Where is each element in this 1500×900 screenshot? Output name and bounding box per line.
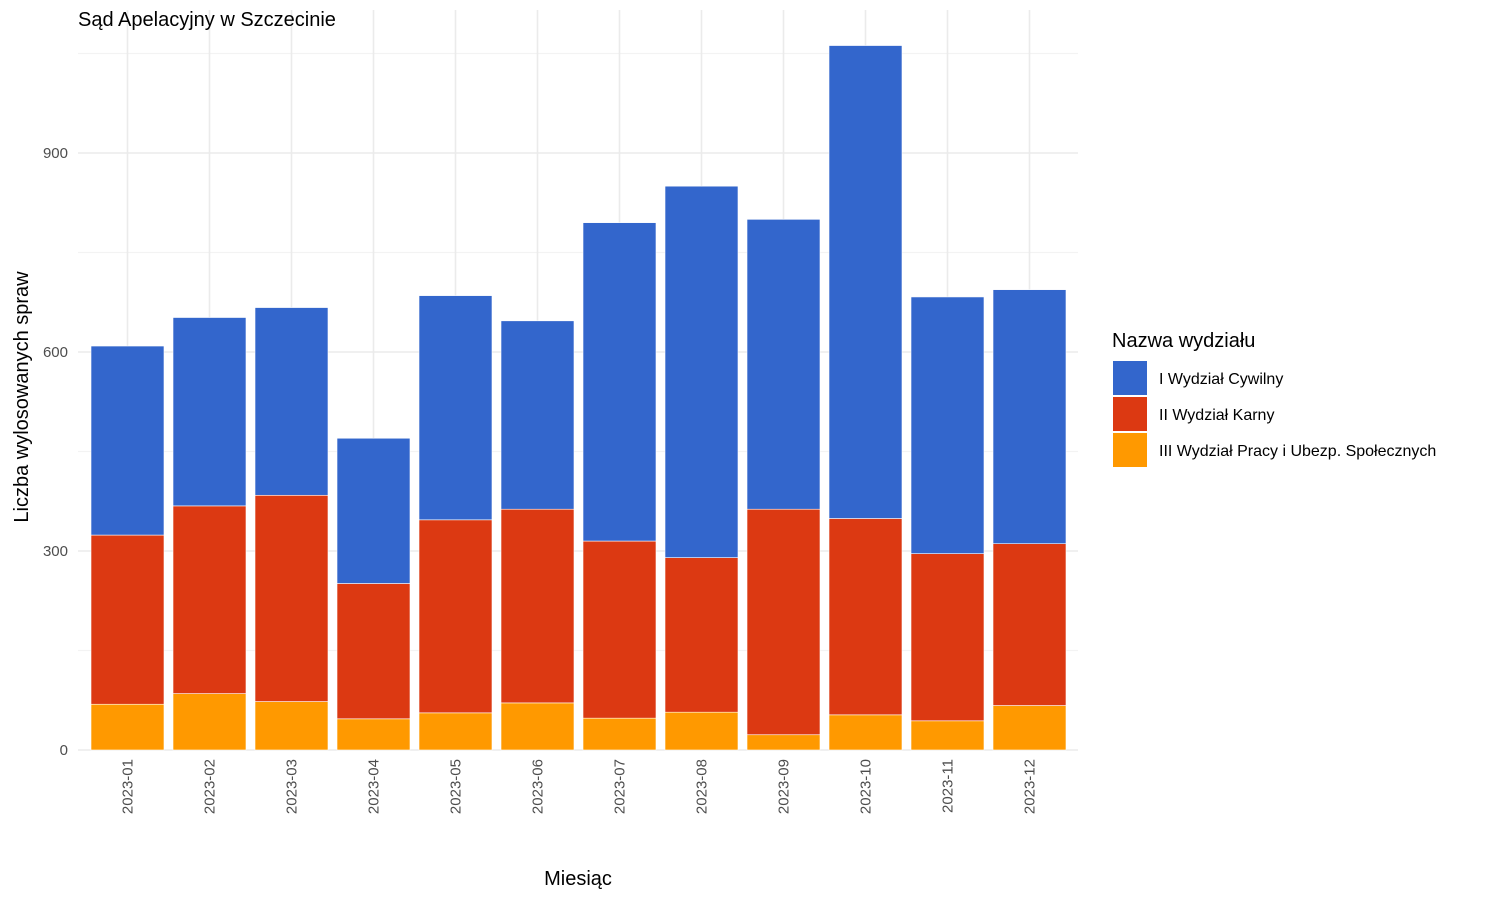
x-tick-label: 2023-08 bbox=[694, 759, 711, 814]
x-tick-label: 2023-06 bbox=[530, 759, 547, 814]
bar-segment: 2023-04 – II Wydział Karny: 204 bbox=[336, 583, 411, 720]
bar-segment: 2023-09 – II Wydział Karny: 340 bbox=[746, 508, 821, 736]
x-tick-label: 2023-03 bbox=[284, 759, 301, 814]
legend-swatch bbox=[1113, 397, 1147, 431]
bar-segment: 2023-05 – II Wydział Karny: 291 bbox=[418, 519, 493, 714]
bar-segment: 2023-11 – II Wydział Karny: 252 bbox=[910, 553, 985, 722]
legend-title: Nazwa wydziału bbox=[1112, 330, 1255, 352]
legend-swatch bbox=[1113, 433, 1147, 467]
bar-segment: 2023-11 – III Wydział Pracy i Ubezp. Spo… bbox=[910, 720, 985, 751]
legend-label: II Wydział Karny bbox=[1159, 407, 1274, 424]
bars: 2023-01 – III Wydział Pracy i Ubezp. Spo… bbox=[90, 45, 1067, 751]
bar-segment: 2023-08 – I Wydział Cywilny: 560 bbox=[664, 185, 739, 558]
bar-segment: 2023-01 – I Wydział Cywilny: 285 bbox=[90, 345, 165, 536]
x-axis-ticks: 2023-01 2023-02 2023-03 2023-04 2023-05 2023-… bbox=[120, 759, 1039, 814]
y-tick-label: 300 bbox=[43, 543, 68, 560]
y-tick-label: 900 bbox=[43, 145, 68, 162]
legend-label: III Wydział Pracy i Ubezp. Społecznych bbox=[1159, 443, 1436, 460]
legend-swatch bbox=[1113, 361, 1147, 395]
bar-segment: 2023-05 – I Wydział Cywilny: 338 bbox=[418, 295, 493, 521]
bar-segment: 2023-04 – I Wydział Cywilny: 219 bbox=[336, 437, 411, 584]
y-axis-title: Liczba wylosowanych spraw bbox=[11, 271, 33, 523]
x-tick-label: 2023-12 bbox=[1022, 759, 1039, 814]
x-tick-label: 2023-04 bbox=[366, 759, 383, 814]
x-tick-label: 2023-09 bbox=[776, 759, 793, 814]
bar-segment: 2023-06 – I Wydział Cywilny: 284 bbox=[500, 320, 575, 510]
bar-segment: 2023-07 – I Wydział Cywilny: 480 bbox=[582, 222, 657, 542]
bar-segment: 2023-06 – III Wydział Pracy i Ubezp. Spo… bbox=[500, 702, 575, 751]
bar-segment: 2023-08 – III Wydział Pracy i Ubezp. Spo… bbox=[664, 711, 739, 751]
bar-segment: 2023-12 – II Wydział Karny: 244 bbox=[992, 543, 1067, 706]
bar-segment: 2023-07 – II Wydział Karny: 267 bbox=[582, 540, 657, 719]
bar-segment: 2023-08 – II Wydział Karny: 233 bbox=[664, 557, 739, 713]
bar-segment: 2023-06 – II Wydział Karny: 292 bbox=[500, 508, 575, 704]
x-tick-label: 2023-07 bbox=[612, 759, 629, 814]
legend: Nazwa wydziału I Wydział Cywilny II Wydzi… bbox=[1112, 330, 1436, 467]
bar-segment: 2023-02 – II Wydział Karny: 283 bbox=[172, 505, 247, 694]
x-tick-label: 2023-02 bbox=[202, 759, 219, 814]
bar-segment: 2023-09 – I Wydział Cywilny: 437 bbox=[746, 219, 821, 510]
bar-segment: 2023-05 – III Wydział Pracy i Ubezp. Spo… bbox=[418, 712, 493, 751]
bar-segment: 2023-01 – II Wydział Karny: 255 bbox=[90, 534, 165, 705]
bar-segment: 2023-10 – II Wydział Karny: 296 bbox=[828, 518, 903, 716]
y-axis-ticks: 0 300 600 900 bbox=[43, 145, 68, 759]
bar-segment: 2023-03 – III Wydział Pracy i Ubezp. Spo… bbox=[254, 701, 329, 751]
bar-segment: 2023-12 – I Wydział Cywilny: 383 bbox=[992, 289, 1067, 545]
bar-segment: 2023-10 – III Wydział Pracy i Ubezp. Spo… bbox=[828, 714, 903, 751]
bar-segment: 2023-02 – I Wydział Cywilny: 284 bbox=[172, 317, 247, 507]
bar-segment: 2023-09 – III Wydział Pracy i Ubezp. Spo… bbox=[746, 734, 821, 751]
bar-segment: 2023-11 – I Wydział Cywilny: 387 bbox=[910, 296, 985, 554]
x-axis-title: Miesiąc bbox=[544, 868, 612, 890]
bar-segment: 2023-03 – II Wydział Karny: 311 bbox=[254, 494, 329, 702]
bar-segment: 2023-12 – III Wydział Pracy i Ubezp. Spo… bbox=[992, 705, 1067, 751]
bar-segment: 2023-04 – III Wydział Pracy i Ubezp. Spo… bbox=[336, 718, 411, 751]
bar-segment: 2023-01 – III Wydział Pracy i Ubezp. Spo… bbox=[90, 703, 165, 751]
x-tick-label: 2023-10 bbox=[858, 759, 875, 814]
bar-segment: 2023-07 – III Wydział Pracy i Ubezp. Spo… bbox=[582, 717, 657, 751]
x-tick-label: 2023-11 bbox=[940, 759, 957, 813]
bar-segment: 2023-02 – III Wydział Pracy i Ubezp. Spo… bbox=[172, 693, 247, 751]
legend-label: I Wydział Cywilny bbox=[1159, 371, 1283, 388]
x-tick-label: 2023-01 bbox=[120, 759, 137, 814]
chart-title: Sąd Apelacyjny w Szczecinie bbox=[78, 9, 336, 31]
bar-segment: 2023-10 – I Wydział Cywilny: 713 bbox=[828, 45, 903, 519]
y-tick-label: 600 bbox=[43, 344, 68, 361]
bar-segment: 2023-03 – I Wydział Cywilny: 283 bbox=[254, 307, 329, 496]
x-tick-label: 2023-05 bbox=[448, 759, 465, 814]
y-tick-label: 0 bbox=[60, 742, 68, 759]
